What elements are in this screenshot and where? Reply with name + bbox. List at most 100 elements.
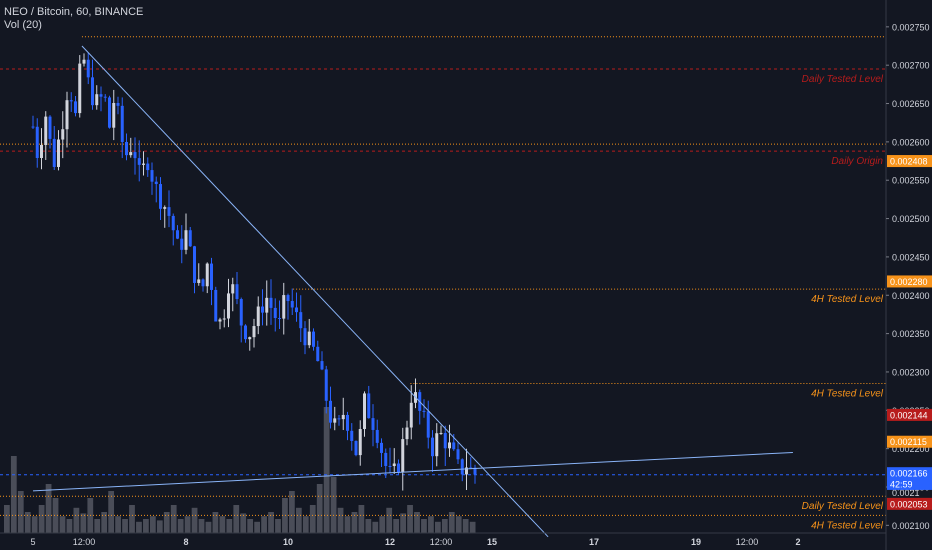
candle-body <box>125 141 128 156</box>
volume-bar <box>170 505 177 533</box>
candle-body <box>159 184 162 209</box>
volume-bar <box>316 484 323 533</box>
candle-body <box>235 284 239 300</box>
candle-body <box>146 163 150 171</box>
volume-bar <box>462 519 469 533</box>
candle-body <box>299 312 303 329</box>
volume-bar <box>351 512 358 533</box>
volume-bar <box>45 484 52 533</box>
candle-body <box>282 295 286 319</box>
volume-bar <box>4 505 10 533</box>
volume-bar <box>94 519 101 533</box>
candle-body <box>180 238 184 250</box>
volume-bar <box>31 516 38 533</box>
candle-body <box>295 307 298 313</box>
volume-bar <box>219 516 226 533</box>
volume-bar <box>108 491 115 533</box>
time-axis-label: 12:00 <box>736 537 759 547</box>
trendlines-layer <box>32 45 793 538</box>
volume-bar <box>73 507 80 533</box>
candle-body <box>273 307 277 319</box>
price-tag-box <box>887 408 932 421</box>
price-tag-box <box>887 435 932 448</box>
candle-body <box>163 207 167 209</box>
candle-body <box>337 418 341 420</box>
candle-body <box>439 432 443 434</box>
volume-bar <box>24 512 31 533</box>
volume-bar <box>289 491 295 533</box>
volume-bar <box>136 521 142 533</box>
candle-body <box>312 331 315 347</box>
candle-body <box>103 96 107 98</box>
candle-body <box>133 152 137 159</box>
candle-body <box>405 427 409 440</box>
candle-body <box>116 102 120 106</box>
volume-bar <box>66 519 73 533</box>
candle-body <box>244 325 247 340</box>
volume-bar <box>469 521 476 533</box>
volume-bar <box>441 519 448 533</box>
candle-body <box>44 116 48 146</box>
price-axis-label: 0.002450 <box>892 252 930 262</box>
candle-body <box>142 163 145 165</box>
time-axis-label: 2 <box>795 537 800 547</box>
volume-bar <box>393 519 400 533</box>
candle-body <box>350 430 354 441</box>
candle-body <box>239 299 243 326</box>
candle-body <box>205 263 209 287</box>
price-axis-label: 0.002400 <box>892 291 930 301</box>
candles-layer <box>31 52 477 491</box>
candle-body <box>354 440 358 456</box>
price-tag-text: 0.002280 <box>890 277 928 287</box>
candle-body <box>112 102 116 128</box>
candle-body <box>210 263 213 290</box>
candle-body <box>307 331 311 346</box>
volume-indicator-label[interactable]: Vol (20) <box>4 19 42 31</box>
time-axis[interactable]: 5 12:00 8 10 12 12:00 15 17 19 12:00 2 <box>30 537 800 547</box>
candle-body <box>252 326 256 338</box>
candle-body <box>388 465 392 467</box>
time-axis-label: 12 <box>385 537 395 547</box>
symbol-title[interactable]: NEO / Bitcoin, 60, BINANCE <box>4 6 144 18</box>
candle-body <box>214 289 218 322</box>
volume-bar <box>38 505 45 533</box>
volume-bar <box>414 512 420 533</box>
volume-bar <box>156 520 163 533</box>
candle-body <box>48 116 52 139</box>
candle-body <box>473 467 477 475</box>
volume-bar <box>115 516 121 533</box>
volume-bar <box>275 519 281 533</box>
price-axis-label: 0.002600 <box>892 137 930 147</box>
candle-body <box>409 402 413 428</box>
price-tag-box <box>887 467 932 480</box>
candle-body <box>401 439 405 473</box>
time-axis-label: 17 <box>589 537 599 547</box>
candle-body <box>188 230 192 247</box>
candle-body <box>35 126 39 158</box>
candle-body <box>52 138 56 167</box>
candle-body <box>265 297 269 313</box>
candle-body <box>193 246 196 283</box>
volume-bar <box>233 505 240 533</box>
candle-body <box>375 429 379 443</box>
time-axis-label: 12:00 <box>430 537 453 547</box>
price-tag-box <box>887 155 932 168</box>
price-tag-text: 0.002115 <box>890 437 927 447</box>
volume-bar <box>261 516 267 533</box>
volume-bar <box>379 516 386 533</box>
candle-body <box>324 369 328 401</box>
candle-body <box>397 463 400 473</box>
volume-bar <box>59 516 66 533</box>
candle-body <box>74 101 77 114</box>
trendline <box>32 451 793 492</box>
time-axis-label: 5 <box>30 537 35 547</box>
volume-bar <box>254 521 261 533</box>
volume-bar <box>17 491 24 533</box>
candle-body <box>227 293 230 319</box>
volume-bar <box>407 505 413 533</box>
candle-body <box>129 152 133 156</box>
price-tags-layer: 0.002408 0.002280 0.002144 0.002115 0.002166… <box>887 155 932 510</box>
price-axis-label: 0.002650 <box>892 99 930 109</box>
candle-body <box>184 230 188 250</box>
